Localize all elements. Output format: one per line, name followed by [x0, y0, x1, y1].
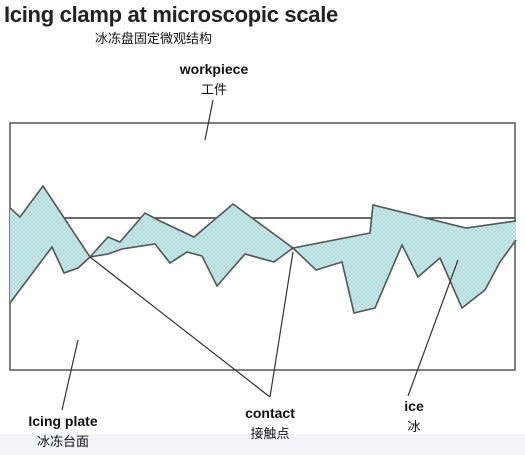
workpiece-leader	[204, 99, 214, 141]
contact-label: contact 接触点	[238, 405, 302, 442]
workpiece-frame	[9, 122, 516, 219]
icing-plate-leader	[61, 339, 79, 411]
contact-leader-2	[269, 251, 294, 398]
workpiece-label-cn: 工件	[200, 83, 227, 98]
workpiece-surface	[9, 184, 517, 259]
ice-leader	[407, 259, 459, 397]
workpiece-label-en: workpiece	[179, 61, 249, 77]
diagram-subtitle: 冰冻盘固定微观结构	[95, 32, 213, 47]
bottom-band	[0, 434, 525, 455]
ice-label-en: ice	[404, 398, 424, 414]
icing-plate-label-cn: 冰冻台面	[36, 435, 89, 450]
icing-plate-label-en: Icing plate	[28, 413, 98, 429]
icing-plate-label: Icing plate 冰冻台面	[22, 413, 104, 450]
ice-label-cn: 冰	[407, 420, 421, 435]
ice-region	[10, 186, 516, 313]
contact-label-en: contact	[245, 405, 295, 421]
workpiece-label: workpiece 工件	[178, 61, 250, 98]
contact-label-cn: 接触点	[250, 427, 290, 442]
contact-leader-1	[89, 256, 271, 398]
icing-plate-surface	[9, 239, 517, 314]
ice-label: ice 冰	[392, 398, 436, 435]
diagram-title: Icing clamp at microscopic scale	[4, 2, 338, 27]
